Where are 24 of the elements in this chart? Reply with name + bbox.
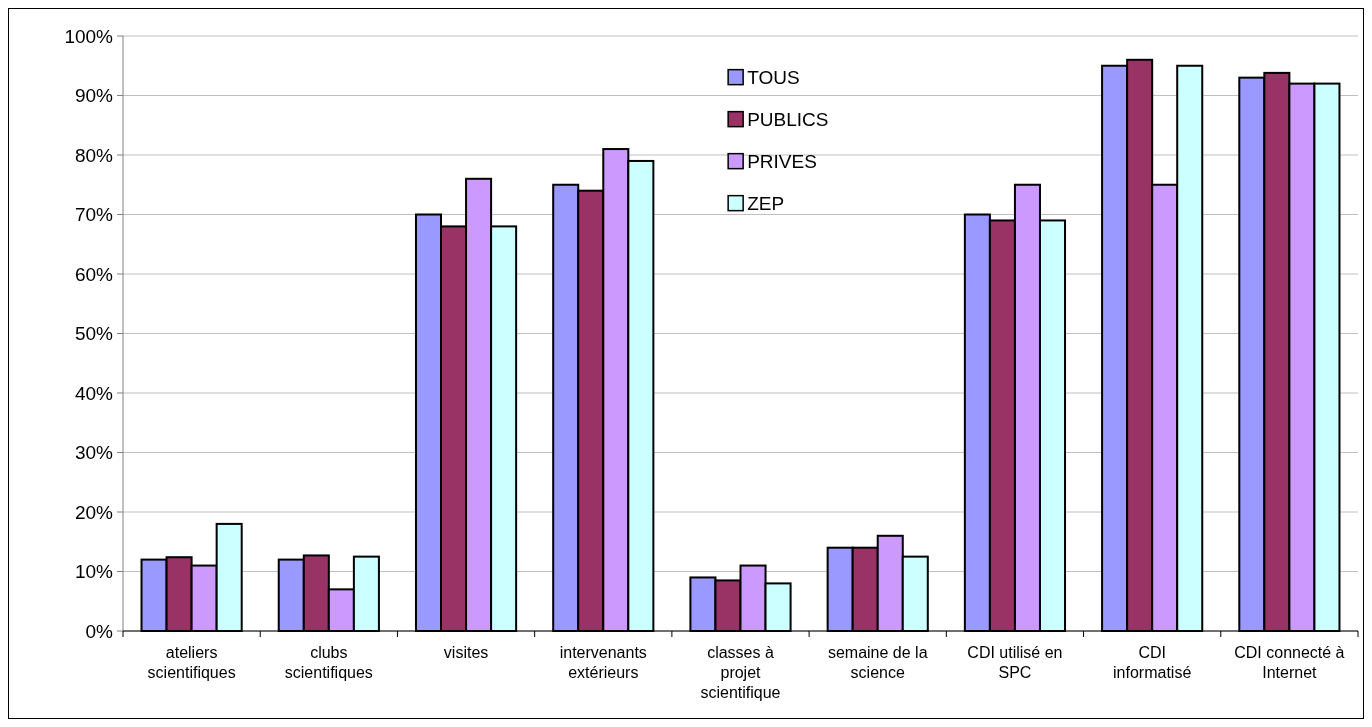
- legend-label: PUBLICS: [747, 109, 829, 131]
- legend-label: PRIVES: [747, 151, 817, 173]
- y-tick-label: 0%: [85, 620, 114, 642]
- y-tick-label: 60%: [74, 263, 114, 285]
- y-tick-label: 30%: [74, 442, 114, 464]
- x-tick-label: CDI utilisé en SPC: [967, 644, 1063, 681]
- x-tick-label: classes à projet scientifique: [700, 644, 781, 701]
- x-tick-label: intervenants extérieurs: [559, 644, 647, 681]
- x-tick-label: visites: [443, 644, 489, 661]
- y-tick-label: 70%: [74, 204, 114, 226]
- y-tick-label: 100%: [64, 25, 114, 47]
- y-tick-label: 50%: [74, 323, 114, 345]
- x-tick-label: clubs scientifiques: [284, 644, 373, 681]
- x-tick-label: CDI connecté à Internet: [1234, 644, 1345, 681]
- x-tick-label: CDI informatisé: [1113, 644, 1192, 681]
- y-tick-label: 40%: [74, 382, 114, 404]
- x-tick-label: ateliers scientifiques: [147, 644, 236, 681]
- y-tick-label: 90%: [74, 85, 114, 107]
- x-tick-label: semaine de la science: [827, 644, 928, 681]
- legend-label: TOUS: [747, 67, 800, 89]
- legend-label: ZEP: [747, 193, 785, 215]
- y-tick-label: 10%: [74, 561, 114, 583]
- y-tick-label: 80%: [74, 144, 114, 166]
- y-tick-label: 20%: [74, 501, 114, 523]
